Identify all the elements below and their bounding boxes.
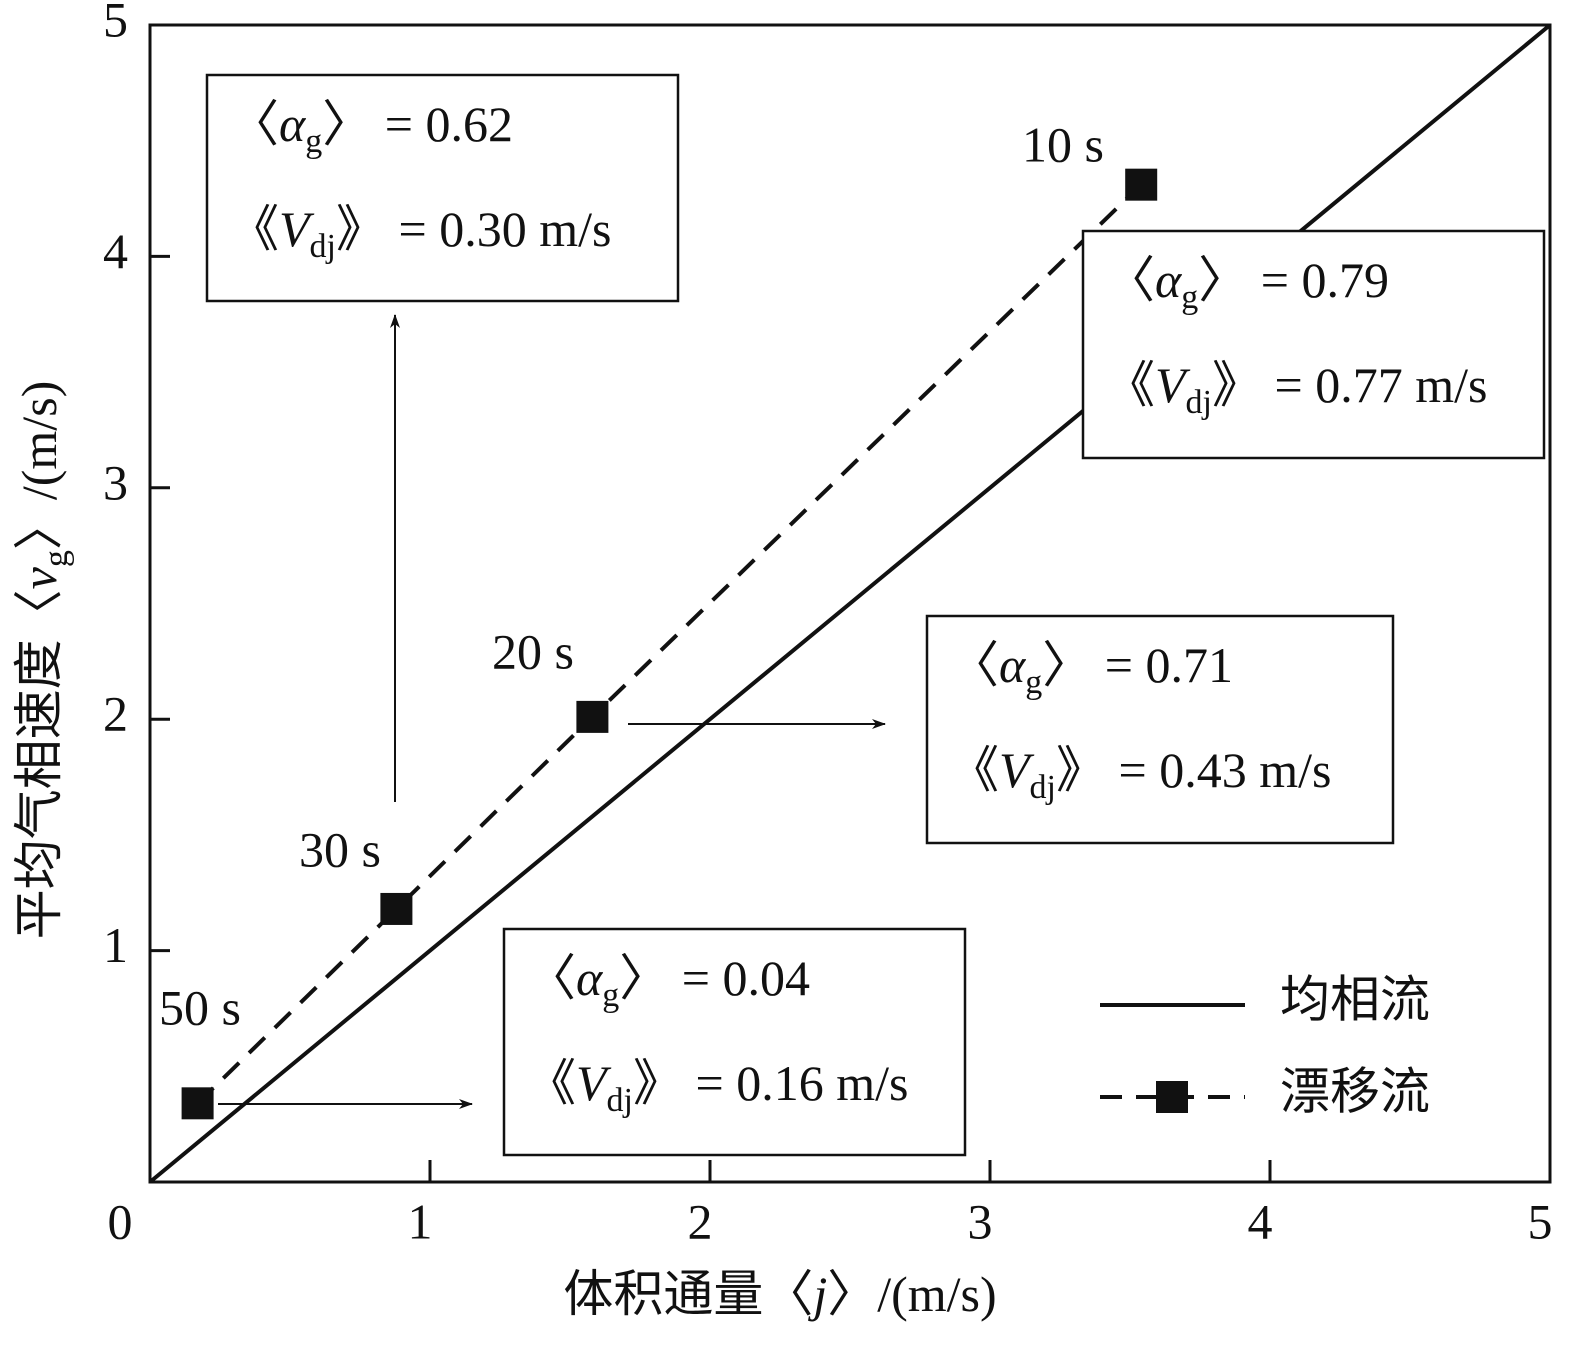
annotation-text-part: dj xyxy=(310,228,336,265)
annotation-text: 〈αg〉 = 0.04 xyxy=(526,950,810,1013)
annotation-text: 〈αg〉 = 0.62 xyxy=(229,96,513,159)
x-axis-label: 体积通量〈j〉/(m/s) xyxy=(563,1266,996,1322)
annotation-text: 《Vdj》 = 0.16 m/s xyxy=(526,1055,908,1118)
y-tick-label: 4 xyxy=(103,223,128,279)
y-axis-label: 平均气相速度〈vg〉/(m/s) xyxy=(11,381,74,940)
x-tick-label: 5 xyxy=(1528,1193,1553,1249)
annotation-text-part: V xyxy=(576,1055,612,1111)
annotation-text: 《Vdj》 = 0.77 m/s xyxy=(1105,357,1487,420)
annotation-text-part: 》 = 0.30 m/s xyxy=(336,201,611,257)
annotation-text-part: g xyxy=(305,123,322,160)
point-label: 20 s xyxy=(492,623,574,679)
x-tick-label: 0 xyxy=(108,1193,133,1249)
annotation-text-part: α xyxy=(576,950,604,1006)
y-axis-label-part: 平均气相速度〈 xyxy=(11,589,67,939)
y-axis-label-part: v xyxy=(11,566,67,589)
annotation-text-part: 〈 xyxy=(229,96,279,152)
annotation-text-part: 〉 = 0.79 xyxy=(1198,252,1389,308)
annotation-box xyxy=(205,73,680,303)
x-axis-label-part: 体积通量〈 xyxy=(563,1266,813,1322)
y-tick-label: 2 xyxy=(103,686,128,742)
annotation-text-part: 〉 = 0.62 xyxy=(322,96,513,152)
annotation-text-part: 《 xyxy=(229,201,279,257)
series-line xyxy=(196,183,1143,1105)
annotation-text-part: 》 = 0.43 m/s xyxy=(1056,742,1331,798)
annotation-text-part: g xyxy=(602,977,619,1014)
annotation-text-part: V xyxy=(279,201,315,257)
annotation-text: 〈αg〉 = 0.79 xyxy=(1105,252,1389,315)
y-tick-label: 5 xyxy=(103,0,128,47)
annotation-text-part: g xyxy=(1025,664,1042,701)
annotation-text-part: g xyxy=(1181,279,1198,316)
annotation-text-part: 《 xyxy=(526,1055,576,1111)
series-line xyxy=(148,23,1552,1184)
annotation-text-part: α xyxy=(999,637,1027,693)
annotation-text-part: 》 = 0.16 m/s xyxy=(633,1055,908,1111)
annotation-text-part: 》 = 0.77 m/s xyxy=(1212,357,1487,413)
y-axis-label-part: g xyxy=(38,550,75,567)
point-label: 50 s xyxy=(159,979,241,1035)
annotation-text-part: V xyxy=(999,742,1035,798)
data-point xyxy=(181,1087,214,1120)
annotation-box xyxy=(925,614,1395,845)
annotation-text-part: 〉 = 0.71 xyxy=(1042,637,1233,693)
x-tick-label: 2 xyxy=(688,1193,713,1249)
annotation-text: 《Vdj》 = 0.30 m/s xyxy=(229,201,611,264)
point-label: 10 s xyxy=(1022,116,1104,172)
annotation-text-part: α xyxy=(1155,252,1183,308)
annotation-box xyxy=(1081,229,1546,460)
x-axis-label-part: 〉/(m/s) xyxy=(827,1266,996,1322)
point-label: 30 s xyxy=(299,821,381,877)
y-tick-label: 3 xyxy=(103,454,128,510)
annotation-text-part: 《 xyxy=(949,742,999,798)
annotation-text-part: 〉 = 0.04 xyxy=(619,950,810,1006)
legend-label: 均相流 xyxy=(1280,971,1430,1027)
legend-marker xyxy=(1156,1081,1188,1113)
y-axis-label-part: 〉/(m/s) xyxy=(11,381,67,550)
annotation-text-part: 〈 xyxy=(1105,252,1155,308)
annotation-text-part: 〈 xyxy=(526,950,576,1006)
x-tick-label: 3 xyxy=(968,1193,993,1249)
data-point xyxy=(1125,168,1158,201)
annotation-text: 《Vdj》 = 0.43 m/s xyxy=(949,742,1331,805)
annotation-text-part: dj xyxy=(607,1082,633,1119)
x-tick-label: 4 xyxy=(1248,1193,1273,1249)
annotation-box xyxy=(502,927,967,1157)
annotation-text-part: V xyxy=(1155,357,1191,413)
annotation-text-part: 〈 xyxy=(949,637,999,693)
annotation-text-part: dj xyxy=(1186,384,1212,421)
plot-frame xyxy=(148,23,1552,1184)
annotation-text-part: α xyxy=(279,96,307,152)
data-point xyxy=(576,700,609,733)
legend-label: 漂移流 xyxy=(1280,1063,1430,1119)
data-point xyxy=(380,892,413,925)
annotation-text-part: dj xyxy=(1030,769,1056,806)
annotation-text: 〈αg〉 = 0.71 xyxy=(949,637,1233,700)
x-tick-label: 1 xyxy=(408,1193,433,1249)
y-tick-label: 1 xyxy=(103,917,128,973)
annotation-text-part: 《 xyxy=(1105,357,1155,413)
